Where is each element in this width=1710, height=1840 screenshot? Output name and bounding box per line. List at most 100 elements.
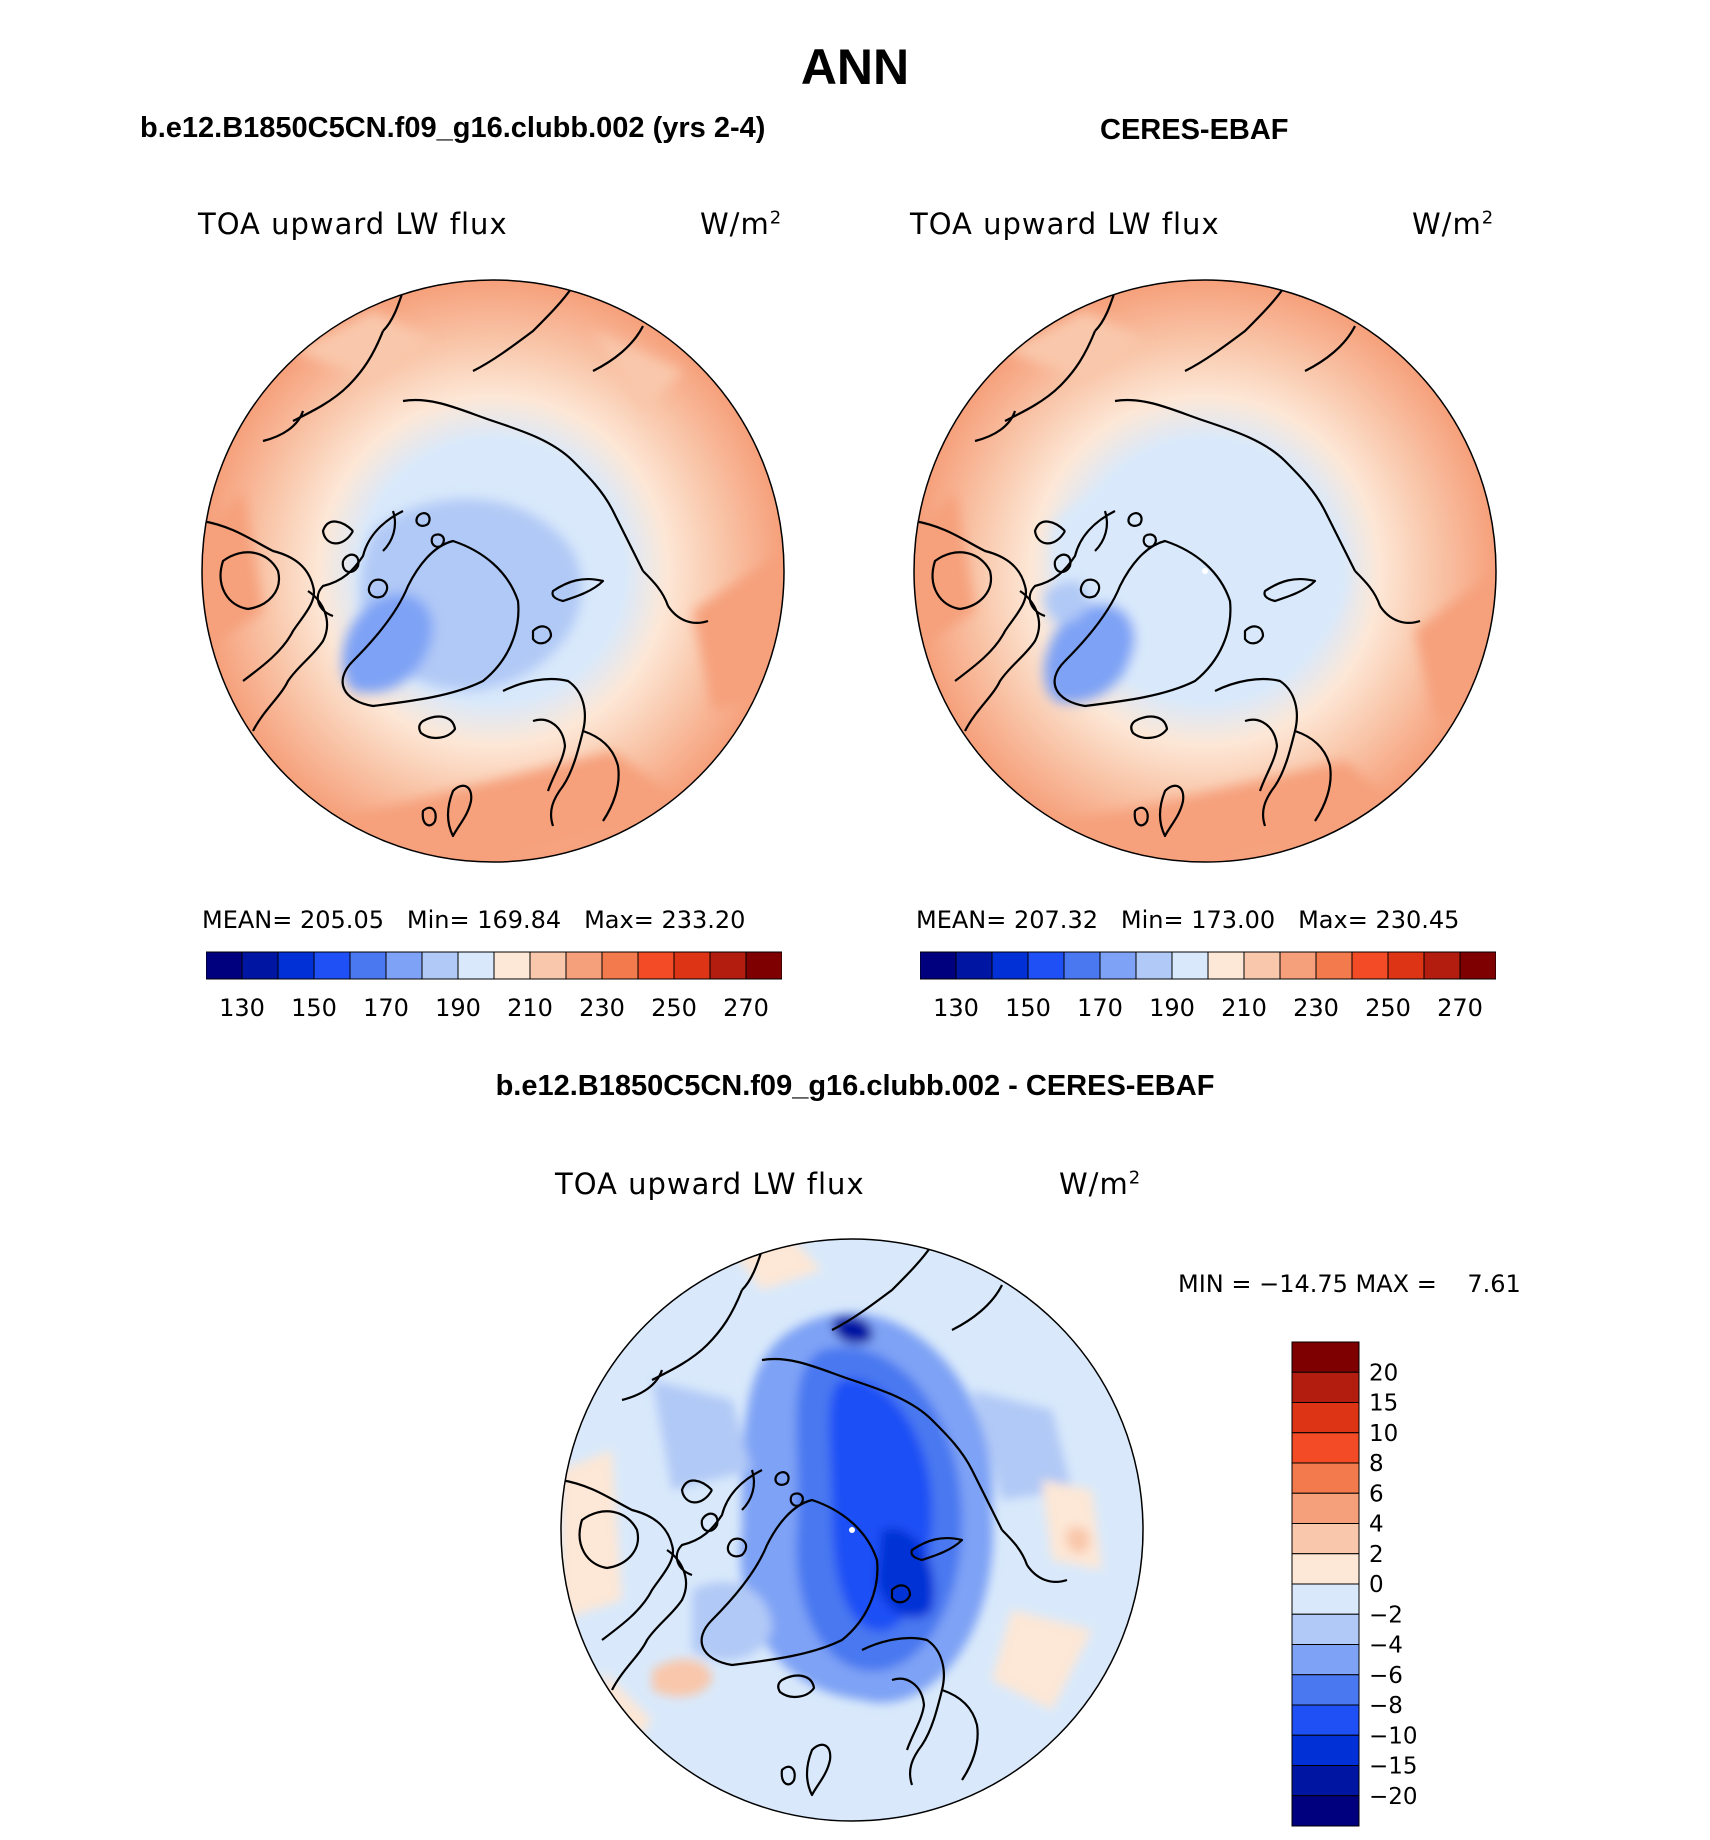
model-colorbar-box bbox=[529, 951, 567, 980]
model-colorbar-box bbox=[206, 951, 243, 980]
model-colorbar-box bbox=[457, 951, 495, 980]
diff-colorbar-box bbox=[1291, 1613, 1360, 1645]
obs-colorbar-label: 250 bbox=[1365, 994, 1411, 1022]
diff-colorbar-box bbox=[1291, 1795, 1360, 1827]
obs-pole-marker bbox=[1202, 568, 1208, 574]
diff-polar-map bbox=[560, 1238, 1144, 1822]
diff-colorbar-box bbox=[1291, 1402, 1360, 1434]
obs-colorbar-box bbox=[1099, 951, 1137, 980]
obs-colorbar-label: 190 bbox=[1149, 994, 1195, 1022]
obs-mean-label: MEAN= bbox=[916, 906, 1007, 934]
diff-colorbar-box bbox=[1291, 1462, 1360, 1494]
model-colorbar-box bbox=[709, 951, 747, 980]
model-field-contours bbox=[202, 311, 784, 862]
model-colorbar-box bbox=[277, 951, 315, 980]
obs-max-value: 230.45 bbox=[1375, 906, 1460, 934]
model-max-label: Max= bbox=[584, 906, 654, 934]
diff-colorbar-box bbox=[1291, 1371, 1360, 1403]
model-colorbar-box bbox=[385, 951, 423, 980]
diff-colorbar-label: −20 bbox=[1369, 1784, 1418, 1810]
model-min-label: Min= bbox=[406, 906, 470, 934]
obs-units-base: W/m bbox=[1412, 207, 1482, 241]
diff-units-base: W/m bbox=[1059, 1167, 1129, 1201]
diff-colorbar-label: −10 bbox=[1369, 1723, 1418, 1749]
obs-colorbar-box bbox=[955, 951, 993, 980]
obs-colorbar-box bbox=[1387, 951, 1425, 980]
obs-min-value: 173.00 bbox=[1191, 906, 1276, 934]
model-colorbar-box bbox=[565, 951, 603, 980]
obs-colorbar-box bbox=[1027, 951, 1065, 980]
diff-colorbar-box bbox=[1291, 1583, 1360, 1615]
obs-units-exp: 2 bbox=[1481, 207, 1495, 229]
model-colorbar-label: 250 bbox=[651, 994, 697, 1022]
diff-colorbar-label: 15 bbox=[1369, 1391, 1398, 1417]
diff-colorbar-box bbox=[1291, 1553, 1360, 1585]
obs-field-name: TOA upward LW flux bbox=[910, 207, 1220, 241]
model-colorbar-box bbox=[241, 951, 279, 980]
model-mean-label: MEAN= bbox=[202, 906, 293, 934]
model-map-boundary bbox=[201, 279, 785, 863]
model-colorbar-box bbox=[637, 951, 675, 980]
obs-colorbar-box bbox=[1243, 951, 1281, 980]
obs-field-contours bbox=[914, 311, 1496, 862]
obs-colorbar-box bbox=[1459, 951, 1496, 980]
diff-pole-marker bbox=[849, 1527, 855, 1533]
obs-colorbar: 130 150 170 190 210 230 250 270 bbox=[920, 951, 1496, 1022]
model-colorbar-box bbox=[349, 951, 387, 980]
model-colorbar-label: 130 bbox=[219, 994, 265, 1022]
obs-colorbar-label: 170 bbox=[1077, 994, 1123, 1022]
page-title: ANN bbox=[800, 39, 910, 95]
diff-colorbar-label: 8 bbox=[1369, 1451, 1384, 1477]
diff-colorbar-label: 2 bbox=[1369, 1542, 1384, 1568]
obs-colorbar-label: 230 bbox=[1293, 994, 1339, 1022]
model-colorbar-label: 270 bbox=[723, 994, 769, 1022]
obs-colorbar-box bbox=[1207, 951, 1245, 980]
model-mean-value: 205.05 bbox=[300, 906, 384, 934]
diff-colorbar-label: −15 bbox=[1369, 1754, 1418, 1780]
diff-colorbar-box bbox=[1291, 1341, 1360, 1373]
obs-stats: MEAN= 207.32 Min= 173.00 Max= 230.45 bbox=[916, 906, 1459, 934]
obs-colorbar-box bbox=[1315, 951, 1353, 980]
obs-colorbar-box bbox=[1063, 951, 1101, 980]
obs-map-boundary bbox=[913, 279, 1497, 863]
diff-colorbar-label: −2 bbox=[1369, 1602, 1403, 1628]
model-colorbar-box bbox=[601, 951, 639, 980]
obs-units: W/m2 bbox=[1412, 207, 1494, 241]
obs-polar-map bbox=[913, 279, 1497, 863]
model-min-value: 169.84 bbox=[477, 906, 562, 934]
diff-colorbar-box bbox=[1291, 1674, 1360, 1706]
model-colorbar-label: 230 bbox=[579, 994, 625, 1022]
obs-colorbar-box bbox=[1423, 951, 1461, 980]
diff-colorbar-label: 0 bbox=[1369, 1572, 1384, 1598]
model-colorbar-box bbox=[745, 951, 782, 980]
model-colorbar-label: 210 bbox=[507, 994, 553, 1022]
obs-colorbar-box bbox=[1279, 951, 1317, 980]
diff-colorbar-box bbox=[1291, 1704, 1360, 1736]
diff-units: W/m2 bbox=[1059, 1167, 1141, 1201]
obs-case-title: CERES-EBAF bbox=[1100, 114, 1289, 146]
obs-colorbar-box bbox=[991, 951, 1029, 980]
diff-colorbar-label: −6 bbox=[1369, 1663, 1403, 1689]
obs-mean-value: 207.32 bbox=[1014, 906, 1098, 934]
obs-colorbar-label: 210 bbox=[1221, 994, 1267, 1022]
diff-colorbar-label: 20 bbox=[1369, 1360, 1398, 1386]
diff-colorbar-box bbox=[1291, 1492, 1360, 1524]
model-polar-map bbox=[201, 279, 785, 863]
obs-min-label: Min= bbox=[1120, 906, 1184, 934]
model-colorbar-label: 150 bbox=[291, 994, 337, 1022]
model-max-value: 233.20 bbox=[661, 906, 746, 934]
diff-colorbar-label: 6 bbox=[1369, 1481, 1384, 1507]
obs-colorbar-label: 130 bbox=[933, 994, 979, 1022]
model-units-exp: 2 bbox=[769, 207, 783, 229]
diff-colorbar-label: 10 bbox=[1369, 1421, 1398, 1447]
obs-colorbar-label: 270 bbox=[1437, 994, 1483, 1022]
diff-colorbar-box bbox=[1291, 1523, 1360, 1555]
model-units-base: W/m bbox=[700, 207, 770, 241]
obs-colorbar-box bbox=[1351, 951, 1389, 980]
diff-case-title: b.e12.B1850C5CN.f09_g16.clubb.002 - CERE… bbox=[495, 1070, 1215, 1102]
model-colorbar-box bbox=[493, 951, 531, 980]
model-field-name: TOA upward LW flux bbox=[198, 207, 508, 241]
diff-minmax: MIN = −14.75 MAX = 7.61 bbox=[1178, 1270, 1521, 1298]
model-units: W/m2 bbox=[700, 207, 782, 241]
